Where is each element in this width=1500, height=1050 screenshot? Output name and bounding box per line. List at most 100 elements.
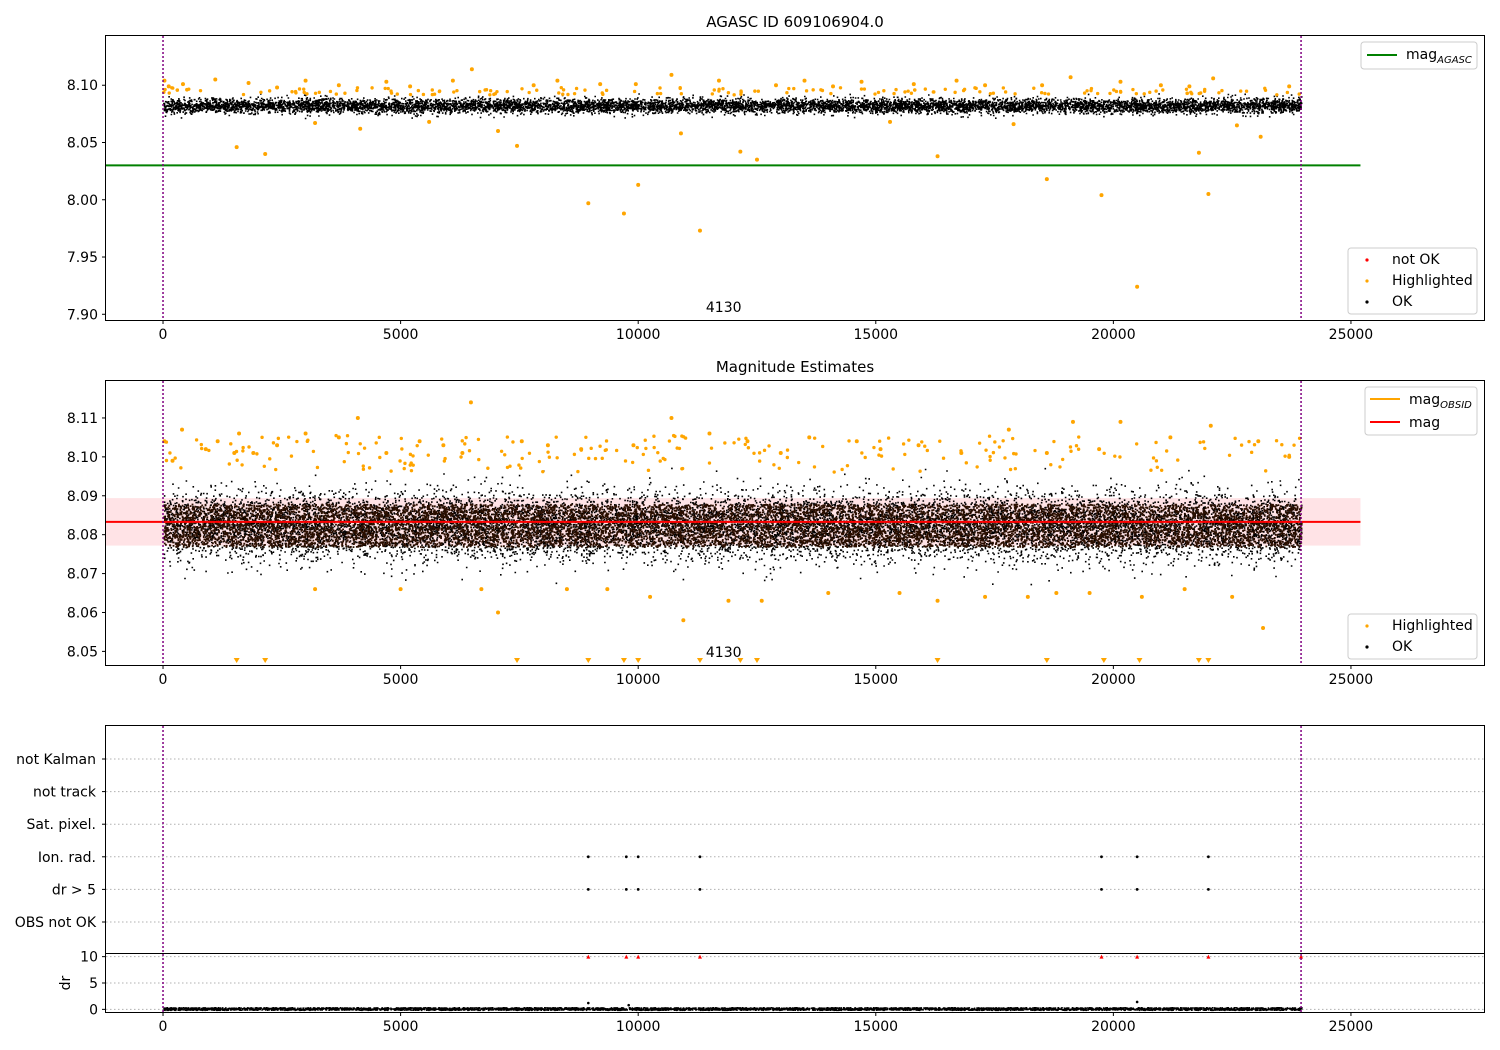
top-highlighted-point (246, 80, 251, 85)
top-highlighted-point (1114, 89, 1119, 94)
mid-highlighted-point (441, 443, 446, 448)
mid-highlighted-point (519, 439, 524, 444)
mid-highlighted-point (546, 450, 550, 454)
mid-highlighted-point (467, 449, 472, 453)
middle-x-axis: 0 5000 10000 15000 20000 25000 (159, 665, 1373, 688)
mid-highlighted-point (358, 442, 362, 446)
top-highlighted-point (991, 91, 996, 95)
mid-highlighted-point (505, 465, 510, 470)
mid-highlighted-point (977, 441, 982, 445)
top-highlighted-point (604, 88, 609, 93)
not-ok-legend-marker (1365, 258, 1369, 262)
mid-highlighted-point (1006, 427, 1011, 432)
mid-highlighted-point (234, 449, 239, 454)
top-highlighted-point (496, 129, 501, 134)
top-highlighted-point (932, 90, 936, 94)
dr-xtick-label: 15000 (854, 1019, 899, 1035)
top-highlighted-point (1044, 177, 1049, 182)
mid-highlighted-point (1001, 439, 1005, 443)
mid-highlighted-point (1227, 453, 1232, 457)
top-highlighted-point (1203, 87, 1207, 92)
not-ok-legend-label: not OK (1392, 252, 1440, 268)
mid-highlighted-point (1283, 454, 1287, 458)
mid-highlighted-point (274, 467, 278, 472)
top-highlighted-point (241, 92, 246, 97)
mid-highlighted-point (168, 451, 172, 455)
out-of-range-marker (620, 658, 627, 663)
mid-highlighted-point (1076, 447, 1081, 451)
mid-highlighted-point (1097, 447, 1102, 452)
mid-highlighted-point (826, 591, 831, 596)
mid-highlighted-point (342, 459, 346, 464)
mid-highlighted-point (959, 449, 963, 453)
mid-highlighted-point (173, 456, 177, 460)
mid-highlighted-point (207, 448, 211, 453)
mid-highlighted-point (605, 587, 610, 592)
mid-highlighted-point (268, 457, 272, 461)
mid-highlighted-point (579, 448, 584, 452)
flag-point (698, 855, 702, 859)
top-highlighted-point (859, 79, 864, 84)
mid-highlighted-point (1044, 450, 1049, 455)
mid-ytick-label: 8.07 (67, 567, 98, 583)
out-of-range-marker (1205, 658, 1212, 663)
mid-highlighted-point (398, 459, 402, 463)
out-of-range-marker (934, 658, 941, 663)
top-highlighted-point (1187, 84, 1192, 89)
mid-highlighted-point (918, 469, 922, 473)
mid-ytick-label: 8.08 (67, 528, 98, 544)
top-highlighted-point (1095, 91, 1100, 96)
top-highlighted-point (1118, 79, 1123, 84)
flag-point (586, 855, 590, 859)
mid-highlighted-point (241, 445, 245, 450)
mid-xtick-label: 10000 (616, 672, 661, 688)
top-highlighted-point (773, 83, 778, 88)
top-highlighted-point (370, 86, 374, 90)
mid-highlighted-point (235, 458, 239, 462)
top-highlighted-point (1297, 92, 1301, 96)
top-highlighted-point (811, 88, 815, 92)
mid-highlighted-point (964, 461, 969, 465)
mid-highlighted-point (669, 415, 674, 420)
dr-points (163, 1007, 1303, 1012)
mid-highlighted-point (199, 442, 204, 447)
top-highlighted-point (903, 90, 907, 94)
mid-highlighted-point (658, 459, 662, 463)
mid-highlighted-point (920, 440, 924, 444)
top-ytick-label: 8.05 (67, 136, 98, 152)
top-highlighted-point (888, 119, 893, 124)
dr-xtick-label: 5000 (383, 1019, 419, 1035)
dr-clipped-marker (1135, 954, 1140, 959)
top-highlighted-point (802, 78, 807, 83)
mid-highlighted-point (440, 437, 444, 441)
top-highlighted-point (416, 88, 421, 93)
mid-highlighted-point (362, 446, 367, 450)
mid-highlighted-point (499, 449, 504, 453)
mid-highlighted-point (643, 438, 647, 442)
top-highlighted-point (170, 86, 174, 90)
top-highlighted-point (679, 92, 684, 96)
mid-highlighted-point (398, 587, 403, 592)
mid-highlighted-point (1003, 456, 1007, 460)
mid-highlighted-point (415, 443, 419, 448)
middle-y-axis: 8.05 8.06 8.07 8.08 8.09 8.10 8.11 (67, 411, 106, 660)
mid-highlighted-point (426, 453, 430, 457)
top-highlighted-point (1184, 87, 1189, 91)
dr-point (627, 1003, 630, 1007)
top-highlighted-point (655, 91, 660, 96)
top-highlighted-point (430, 88, 434, 92)
mid-highlighted-point (1013, 467, 1018, 471)
mid-highlighted-point (600, 456, 604, 461)
dr-xtick-label: 10000 (616, 1019, 661, 1035)
mid-highlighted-point (377, 435, 381, 440)
top-axes-frame (105, 35, 1485, 321)
mid-highlighted-point (820, 444, 825, 449)
mid-highlighted-point (389, 469, 393, 473)
top-legend-line-box (1360, 41, 1478, 70)
mid-highlighted-point (778, 450, 783, 455)
mid-ytick-label: 8.11 (67, 411, 98, 427)
mid-highlighted-point (1274, 439, 1279, 443)
top-highlighted-point (234, 145, 239, 150)
top-highlighted-point (717, 89, 721, 93)
top-highlighted-point (1275, 93, 1279, 97)
